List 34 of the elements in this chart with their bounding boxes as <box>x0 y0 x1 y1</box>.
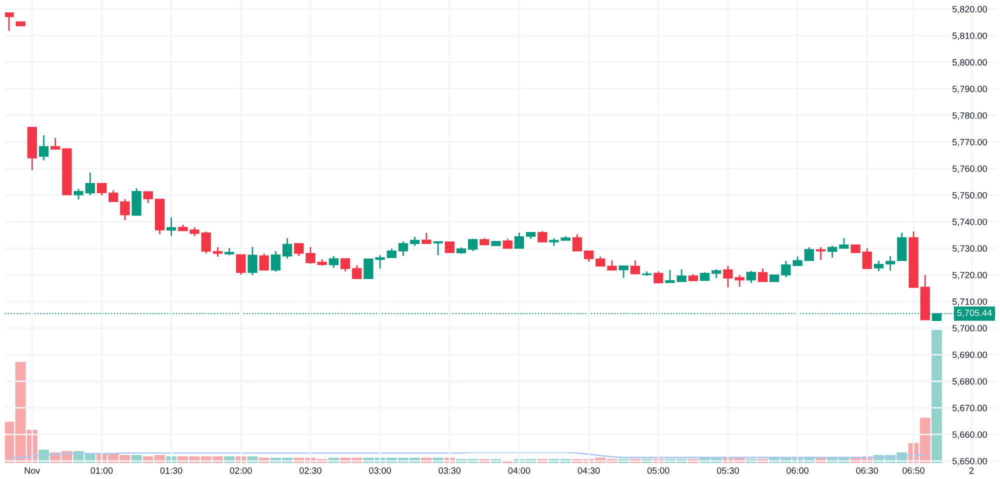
x-tick-label: 02:30 <box>300 467 322 474</box>
y-tick-label: 5,790.00 <box>952 86 987 94</box>
y-tick-label: 5,800.00 <box>952 59 987 67</box>
y-tick-label: 5,770.00 <box>952 138 987 146</box>
x-tick-label: 01:00 <box>90 467 113 474</box>
x-tick-label: 03:30 <box>438 467 461 474</box>
x-tick-label: 06:30 <box>856 467 878 474</box>
y-tick-label: 5,660.00 <box>952 431 987 439</box>
y-tick-label: 5,690.00 <box>952 352 987 360</box>
ref-line-label: 5,705.44 <box>957 310 992 318</box>
x-tick-label: 01:30 <box>160 467 182 474</box>
x-tick-label: 05:00 <box>647 467 670 474</box>
y-tick-label: 5,780.00 <box>952 112 987 120</box>
y-tick-label: 5,650.00 <box>952 458 987 466</box>
y-tick-label: 5,810.00 <box>952 32 987 40</box>
x-tick-label: 04:30 <box>578 467 600 474</box>
y-tick-label: 5,710.00 <box>952 298 987 306</box>
y-tick-label: 5,820.00 <box>952 6 987 14</box>
y-tick-label: 5,750.00 <box>952 192 987 200</box>
x-tick-label: 03:00 <box>369 467 391 474</box>
y-tick-label: 5,670.00 <box>952 404 987 412</box>
y-tick-label: 5,740.00 <box>952 218 987 226</box>
y-tick-label: 5,760.00 <box>952 166 987 173</box>
x-tick-label: 06:00 <box>786 467 808 474</box>
y-tick-label: 5,680.00 <box>952 378 987 386</box>
x-tick-label: 04:00 <box>508 467 530 474</box>
x-tick-label: 06:50 <box>902 467 924 474</box>
x-tick-label: 2 <box>969 467 974 474</box>
y-tick-label: 5,730.00 <box>952 245 987 253</box>
y-tick-label: 5,720.00 <box>952 272 987 280</box>
x-tick-label: 02:00 <box>230 467 252 474</box>
y-tick-label: 5,700.00 <box>952 325 987 332</box>
x-tick-label: 05:30 <box>717 467 739 474</box>
x-tick-label: Nov <box>24 468 40 474</box>
